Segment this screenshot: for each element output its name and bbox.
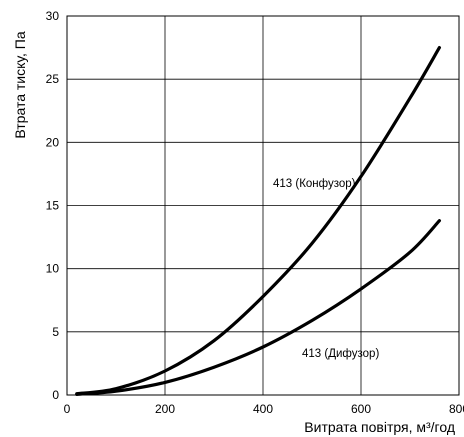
y-tick-label: 20 — [46, 135, 60, 149]
x-tick-label: 400 — [253, 402, 273, 416]
series-line-dyfuzor — [75, 219, 441, 396]
x-tick-label: 0 — [64, 402, 71, 416]
y-tick-label: 30 — [46, 9, 60, 23]
plot-frame — [66, 15, 460, 396]
x-tick-label: 600 — [351, 402, 371, 416]
y-tick-label: 10 — [46, 262, 60, 276]
x-tick-label: 800 — [449, 402, 464, 416]
y-tick-label: 25 — [46, 72, 60, 86]
x-axis-label: Витрата повітря, м³/год — [304, 419, 455, 435]
y-tick-label: 5 — [52, 325, 59, 339]
y-tick-label: 15 — [46, 199, 60, 213]
curve-label-dyfuzor: 413 (Дифузор) — [302, 348, 379, 360]
series-line-konfuzor — [75, 46, 441, 396]
tick-labels: 0 200 400 600 800 0 5 10 15 20 25 30 — [46, 9, 464, 416]
curves — [75, 46, 441, 396]
y-axis-label: Втрата тиску, Па — [12, 31, 28, 138]
x-tick-label: 200 — [155, 402, 175, 416]
curve-label-konfuzor: 413 (Конфузор) — [273, 178, 356, 190]
grid — [66, 15, 460, 396]
y-tick-label: 0 — [52, 388, 59, 402]
